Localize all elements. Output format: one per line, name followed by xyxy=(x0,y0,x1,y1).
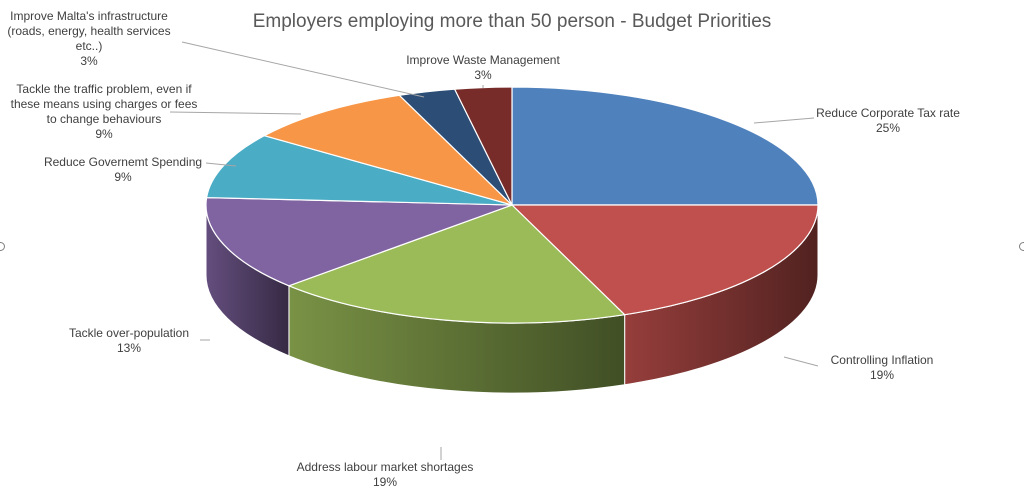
pie-slice-1 xyxy=(510,204,819,316)
slice-percent: 25% xyxy=(875,121,901,135)
slice-name: Reduce Governemt Spending xyxy=(43,155,203,169)
slice-name: Tackle over-population xyxy=(68,326,190,340)
pie-slice-2 xyxy=(287,204,626,324)
data-label-infrastructure: Improve Malta's infrastructure (roads, e… xyxy=(0,9,178,69)
data-label-labour-shortages: Address labour market shortages 19% xyxy=(284,460,486,490)
slice-name: Reduce Corporate Tax rate xyxy=(816,106,960,120)
pie-side-walls xyxy=(205,204,819,394)
slice-name: Improve Waste Management xyxy=(406,53,560,67)
slice-name: Tackle the traffic problem, even if thes… xyxy=(10,82,198,126)
slice-percent: 3% xyxy=(474,68,492,82)
pie-slice-0 xyxy=(511,86,819,206)
data-label-corporate-tax: Reduce Corporate Tax rate 25% xyxy=(808,106,968,136)
leader-line-5 xyxy=(169,111,302,115)
leader-line-0 xyxy=(753,117,815,124)
leader-line-6 xyxy=(181,41,425,98)
pie-top-faces xyxy=(205,86,819,324)
data-label-over-population: Tackle over-population 13% xyxy=(54,326,204,356)
slice-name: Controlling Inflation xyxy=(830,353,934,367)
slice-percent: 3% xyxy=(80,54,98,68)
slice-name: Address labour market shortages xyxy=(296,460,474,474)
slice-percent: 9% xyxy=(114,170,132,184)
pie-slice-3 xyxy=(205,196,513,287)
slice-name: Improve Malta's infrastructure (roads, e… xyxy=(7,9,171,53)
data-label-government-spending: Reduce Governemt Spending 9% xyxy=(30,155,216,185)
data-label-inflation: Controlling Inflation 19% xyxy=(818,353,946,383)
data-label-waste-management: Improve Waste Management 3% xyxy=(393,53,573,83)
chart-title: Employers employing more than 50 person … xyxy=(252,11,772,32)
slice-percent: 19% xyxy=(869,368,895,382)
slice-percent: 19% xyxy=(372,475,398,489)
leader-lines xyxy=(169,41,819,460)
leader-line-4 xyxy=(205,162,237,167)
slice-percent: 13% xyxy=(116,341,142,355)
data-label-traffic: Tackle the traffic problem, even if thes… xyxy=(4,82,204,142)
slice-percent: 9% xyxy=(95,127,113,141)
resize-handle-left[interactable] xyxy=(0,242,5,251)
pie-slice-5 xyxy=(262,94,513,206)
leader-line-1 xyxy=(783,356,819,367)
resize-handle-right[interactable] xyxy=(1019,242,1024,251)
